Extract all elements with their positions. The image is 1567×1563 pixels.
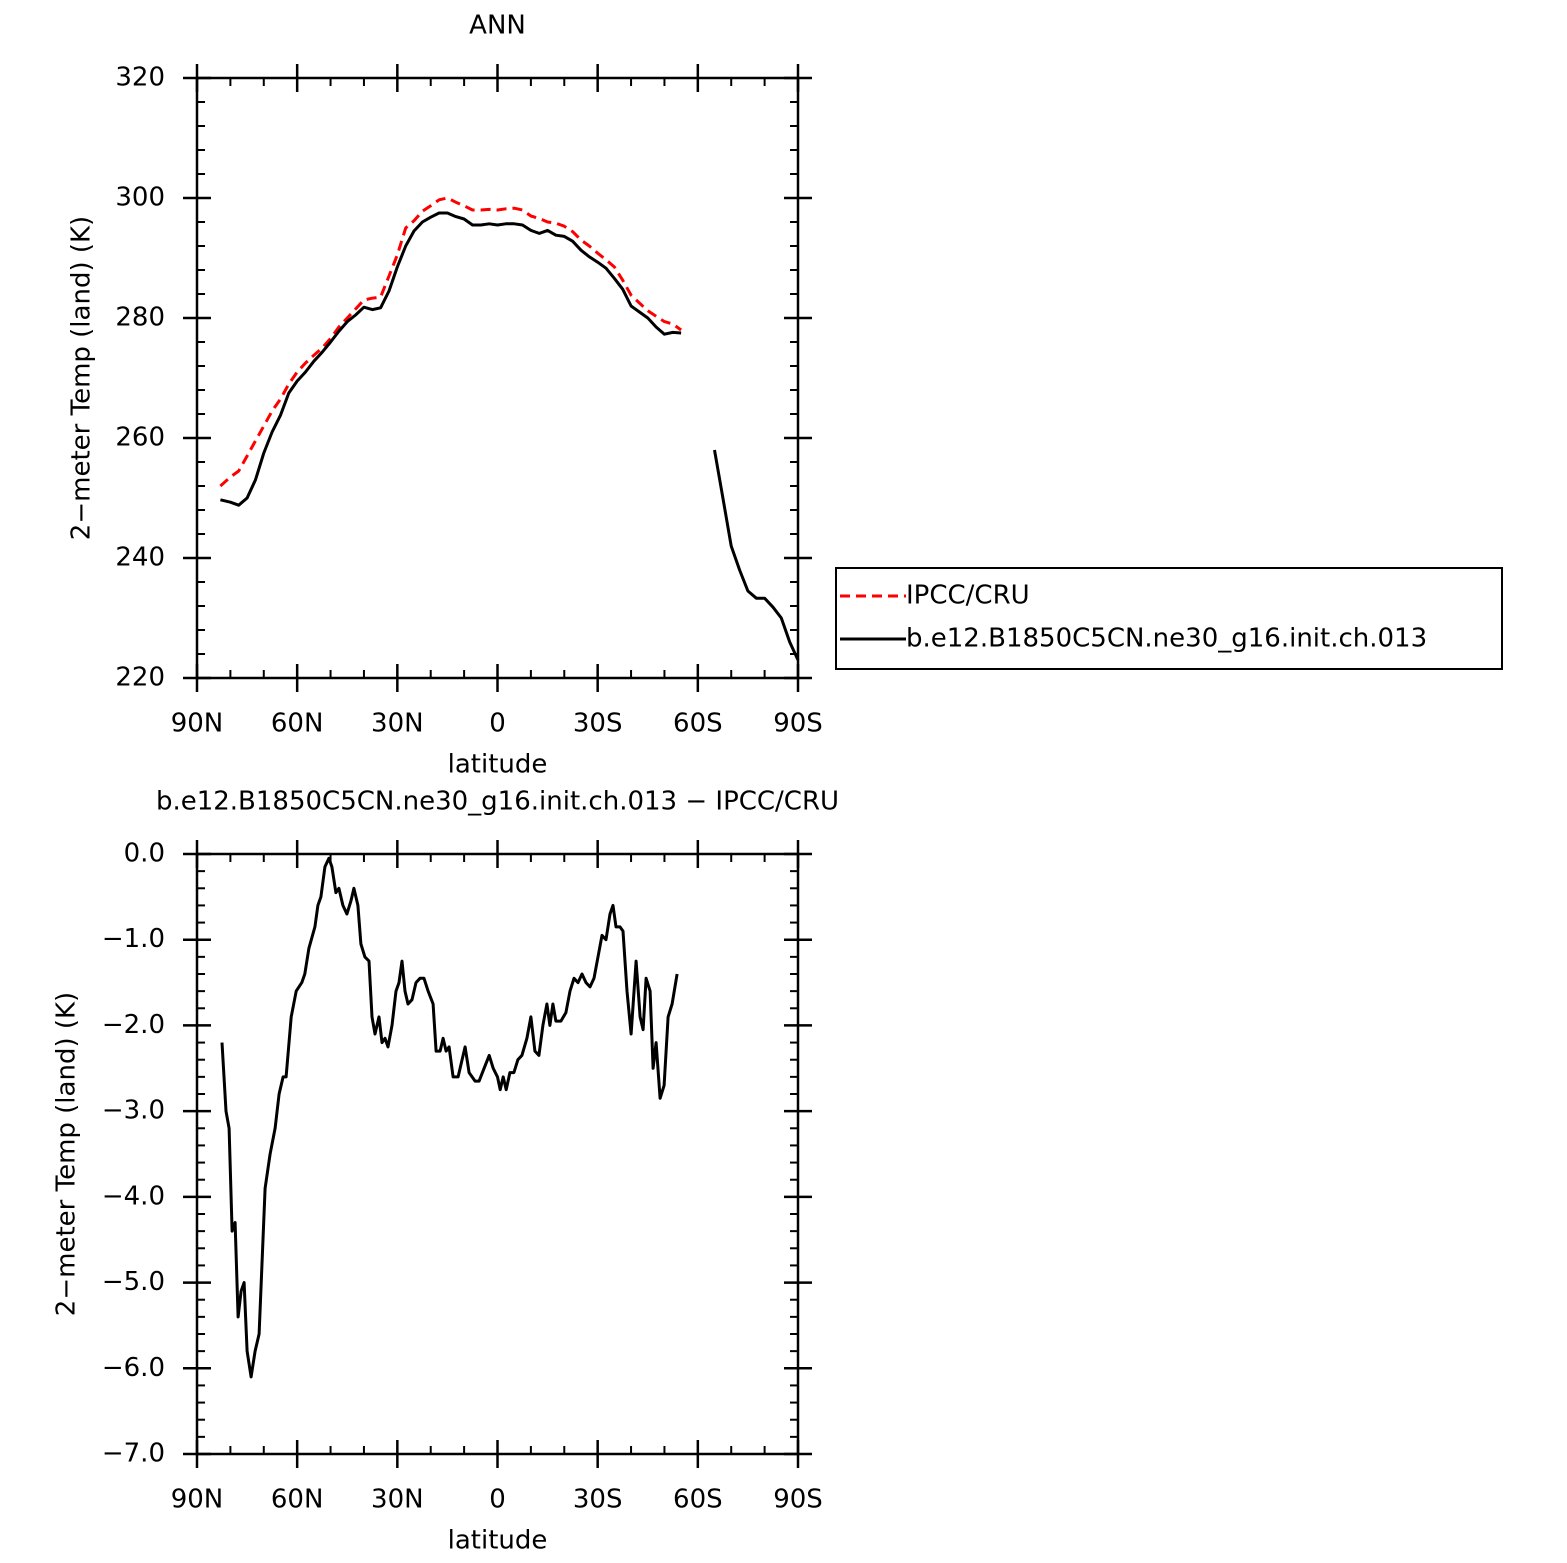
y-tick-label: −1.0 [102, 924, 165, 954]
x-tick-label: 0 [489, 1485, 506, 1515]
y-tick-label: 320 [115, 63, 165, 93]
x-tick-label: 60S [673, 1485, 723, 1515]
legend-box [835, 567, 1503, 670]
y-tick-label: −2.0 [102, 1010, 165, 1040]
data-line [219, 196, 682, 488]
x-tick-label: 60S [673, 709, 723, 739]
chart-title: b.e12.B1850C5CN.ne30_g16.init.ch.013 − I… [156, 787, 839, 817]
y-tick-label: 280 [115, 303, 165, 333]
y-tick-label: 240 [115, 543, 165, 573]
y-tick-label: −4.0 [102, 1181, 165, 1211]
x-tick-label: 30N [371, 1485, 424, 1515]
x-tick-label: 90N [171, 1485, 224, 1515]
x-tick-label: 90N [171, 709, 224, 739]
data-line [220, 211, 800, 661]
y-tick-label: 260 [115, 423, 165, 453]
x-tick-label: 90S [773, 709, 823, 739]
chart-title: ANN [469, 11, 526, 41]
y-tick-label: −7.0 [102, 1439, 165, 1469]
y-tick-label: −6.0 [102, 1353, 165, 1383]
y-tick-label: 0.0 [124, 839, 165, 869]
y-tick-label: 300 [115, 183, 165, 213]
x-tick-label: 30S [573, 1485, 623, 1515]
x-tick-label: 30N [371, 709, 424, 739]
x-tick-label: 90S [773, 1485, 823, 1515]
plot-frame [195, 852, 800, 1456]
x-tick-label: 60N [271, 1485, 324, 1515]
x-tick-label: 60N [271, 709, 324, 739]
x-axis-label: latitude [448, 1526, 548, 1556]
y-axis-label: 2−meter Temp (land) (K) [67, 216, 97, 540]
legend-label: IPCC/CRU [906, 581, 1030, 611]
y-tick-label: −3.0 [102, 1096, 165, 1126]
x-tick-label: 30S [573, 709, 623, 739]
y-tick-label: 220 [115, 663, 165, 693]
y-tick-label: −5.0 [102, 1267, 165, 1297]
y-axis-label: 2−meter Temp (land) (K) [52, 992, 82, 1316]
legend-label: b.e12.B1850C5CN.ne30_g16.init.ch.013 [906, 624, 1427, 654]
x-tick-label: 0 [489, 709, 506, 739]
data-line [220, 856, 679, 1379]
plot-frame [195, 76, 800, 680]
x-axis-label: latitude [448, 750, 548, 780]
